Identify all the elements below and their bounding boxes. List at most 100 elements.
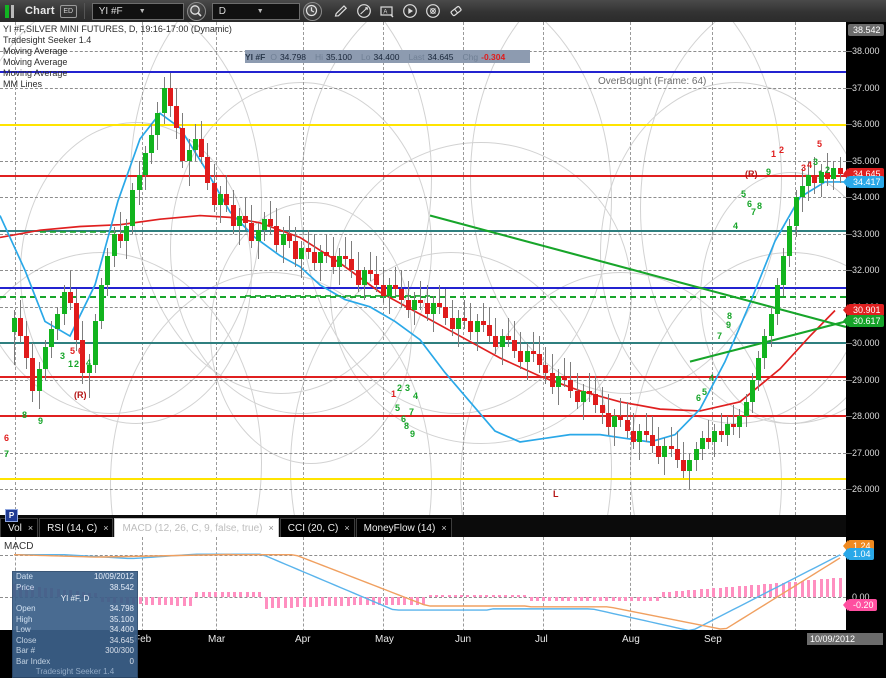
candle-body	[136, 175, 142, 190]
candlestick	[687, 452, 693, 490]
study-label-ma-3[interactable]: Moving Average	[3, 68, 68, 78]
chart-id-chip[interactable]: ED	[59, 4, 77, 18]
eraser-icon[interactable]	[446, 2, 466, 20]
study-label-ma-1[interactable]: Moving Average	[3, 46, 68, 56]
price-tag-trendline-30.617[interactable]: 30.617	[843, 314, 884, 327]
study-title-seeker[interactable]: Tradesight Seeker 1.4	[3, 35, 92, 45]
tooltip-price-label: Price	[16, 582, 35, 592]
trendline-icon[interactable]	[354, 2, 374, 20]
close-icon[interactable]: ×	[27, 523, 34, 533]
candle-body	[543, 365, 549, 373]
indicator-tab-vol[interactable]: Vol ×	[0, 518, 39, 537]
candle-wick	[238, 208, 240, 245]
candlestick	[361, 266, 367, 300]
candlestick	[599, 387, 605, 424]
candle-body	[105, 255, 111, 285]
macd-histogram-bar	[359, 596, 363, 606]
candlestick	[374, 255, 380, 293]
candle-wick	[464, 299, 466, 329]
candle-body	[199, 138, 205, 158]
pencil-icon[interactable]	[331, 2, 351, 20]
symbol-input[interactable]: YI #F ▼	[91, 2, 184, 20]
wave-count-label-25: 4	[807, 160, 813, 170]
price-axis-tick-34.000: 34.000	[852, 192, 880, 203]
macd-histogram-bar	[674, 591, 678, 597]
study-label-mm[interactable]: MM Lines	[3, 79, 43, 89]
alert-icon[interactable]	[423, 2, 443, 20]
candle-body	[368, 270, 374, 274]
candlestick	[236, 208, 242, 245]
price-axis-tickmark-37.000	[846, 87, 852, 89]
candlestick	[793, 189, 799, 238]
quote-last-value: 34.645	[427, 51, 454, 62]
macd-histogram-bar	[296, 596, 300, 608]
indicator-tab-cci[interactable]: CCI (20, C) ×	[279, 518, 355, 537]
clock-icon[interactable]	[302, 1, 322, 21]
price-tag-moving-average-34.417[interactable]: 34.417	[843, 176, 884, 189]
close-icon[interactable]: ×	[441, 523, 447, 533]
indicator-tab-macd[interactable]: MACD (12, 26, C, 9, false, true) ×	[114, 518, 279, 537]
chevron-down-icon[interactable]: ▼	[256, 7, 264, 15]
candlestick	[749, 372, 755, 413]
replay-icon[interactable]	[400, 2, 420, 20]
macd-histogram-bar	[365, 596, 369, 606]
candle-body	[518, 350, 524, 362]
price-tag-pointer	[843, 304, 848, 317]
candle-body	[42, 347, 48, 369]
indicator-tab-rsi[interactable]: RSI (14, C) ×	[39, 518, 114, 537]
candlestick	[55, 306, 61, 340]
interval-input[interactable]: D ▼	[211, 2, 300, 20]
candle-body	[787, 226, 793, 256]
price-tag-moving-average-30.901[interactable]: 30.901	[843, 304, 884, 317]
candlestick	[612, 409, 618, 446]
close-icon[interactable]: ×	[344, 523, 350, 533]
study-label-ma-2[interactable]: Moving Average	[3, 57, 68, 67]
candlestick	[649, 416, 655, 453]
candle-body	[261, 219, 267, 231]
symbol-search-icon[interactable]	[186, 1, 206, 21]
close-icon[interactable]: ×	[103, 523, 109, 533]
candlestick	[399, 270, 405, 307]
candlestick	[799, 168, 805, 212]
price-pane[interactable]: 3 5 6 1 2 4 8 9 6 7 2 3 1 4 5 7 6 8 9 5 1 2 9 3 3 4 1 2 6 7 8 5 4 8 7 4 5 6 9(…	[0, 22, 846, 515]
price-axis[interactable]: 38.000 37.000 36.000 35.000 34.000 33.000 32.0…	[843, 22, 886, 643]
candle-body	[418, 299, 424, 304]
pivot-badge[interactable]: P	[5, 509, 18, 522]
macd-histogram-bar	[201, 592, 205, 597]
price-axis-tick-38.000: 38.000	[852, 46, 880, 57]
candlestick	[11, 310, 17, 366]
candlestick	[493, 317, 499, 355]
text-tool-icon[interactable]: A	[377, 2, 397, 20]
candlestick	[512, 321, 518, 358]
price-tag-scale-top[interactable]: 38.542	[848, 24, 884, 36]
macd-tag-histogram[interactable]: -0.20	[843, 598, 877, 611]
candle-body	[555, 376, 561, 388]
macd-histogram-bar	[239, 592, 243, 597]
price-axis-tick-30.000: 30.000	[852, 338, 880, 349]
candle-body	[706, 438, 712, 442]
macd-histogram-bar	[226, 592, 230, 597]
candle-body	[324, 252, 330, 256]
candlestick	[593, 376, 599, 413]
macd-tag-macd[interactable]: 1.04	[843, 547, 874, 560]
macd-histogram-bar	[535, 596, 539, 602]
candlestick	[224, 175, 230, 212]
candlestick	[67, 270, 73, 311]
chevron-down-icon[interactable]: ▼	[138, 7, 146, 15]
indicator-tab-bar[interactable]: Vol × RSI (14, C) × MACD (12, 26, C, 9, fals…	[0, 515, 846, 537]
candlestick	[831, 160, 837, 190]
candle-body	[449, 317, 455, 329]
candlestick	[268, 200, 274, 234]
candle-body	[155, 113, 161, 136]
hline-mm-line-teal-2	[0, 341, 846, 344]
tooltip-row-close: Close 34.645	[13, 636, 137, 647]
candle-body	[631, 430, 636, 442]
indicator-tab-moneyflow[interactable]: MoneyFlow (14) ×	[355, 518, 452, 537]
close-icon[interactable]: ×	[268, 523, 274, 533]
date-axis[interactable]: Feb Mar Apr May Jun Jul Aug Sep 10/09/2012	[0, 630, 886, 652]
candle-wick	[338, 248, 340, 285]
wave-count-label-34: 7	[717, 331, 723, 341]
candlestick	[49, 321, 55, 358]
tooltip-low-label: Low	[16, 625, 31, 634]
candlestick	[449, 299, 455, 337]
